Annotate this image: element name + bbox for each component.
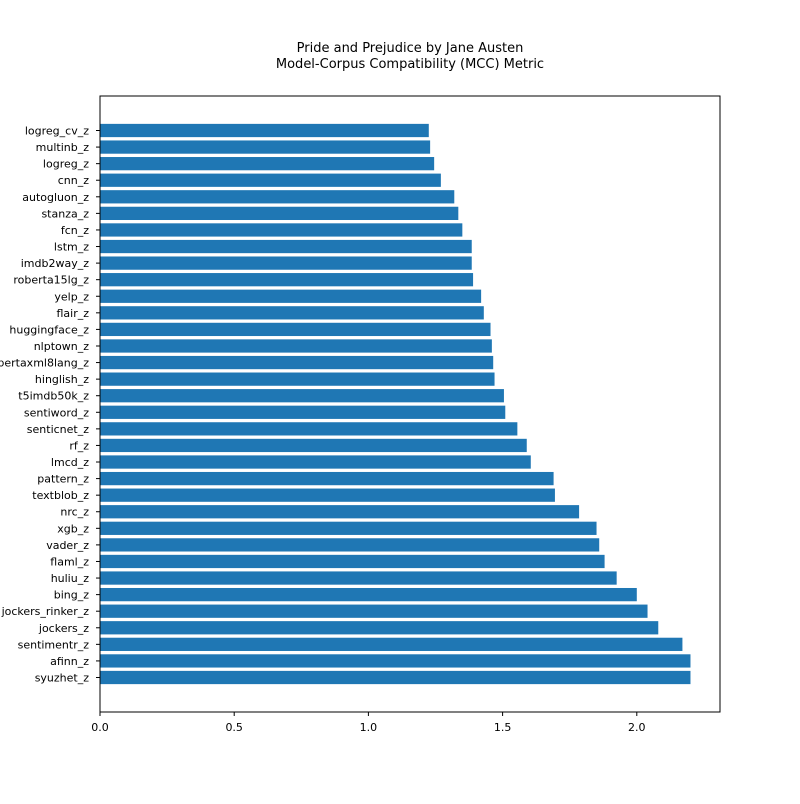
y-tick-label: imdb2way_z	[21, 257, 89, 270]
y-tick-label: nlptown_z	[34, 340, 90, 353]
y-tick-label: logreg_z	[43, 158, 89, 171]
bar-sentimentr_z	[100, 637, 683, 651]
x-tick-label: 0.0	[91, 721, 109, 734]
bar-senticnet_z	[100, 422, 518, 436]
bar-xgb_z	[100, 521, 597, 535]
chart-title: Pride and Prejudice by Jane Austen	[297, 41, 524, 56]
y-tick-label: vader_z	[46, 539, 89, 552]
y-tick-label: pattern_z	[37, 473, 89, 486]
bar-flair_z	[100, 306, 484, 320]
y-tick-label: syuzhet_z	[35, 672, 90, 685]
bar-sentiword_z	[100, 405, 506, 419]
y-tick-label: sentimentr_z	[18, 638, 90, 651]
y-tick-label: xgb_z	[57, 522, 89, 535]
bars-layer	[100, 123, 691, 685]
y-tick-label: hinglish_z	[35, 373, 89, 386]
y-tick-label: logreg_cv_z	[25, 125, 89, 138]
y-tick-label: huliu_z	[51, 572, 90, 585]
y-tick-label: roberta15lg_z	[13, 274, 89, 287]
y-tick-label: robertaxml8lang_z	[0, 357, 89, 370]
bar-logreg_z	[100, 157, 435, 171]
bar-imdb2way_z	[100, 256, 472, 270]
y-tick-label: huggingface_z	[9, 323, 89, 336]
bar-textblob_z	[100, 488, 555, 502]
x-tick-label: 1.5	[494, 721, 512, 734]
bar-lstm_z	[100, 239, 472, 254]
bar-cnn_z	[100, 173, 441, 187]
bar-syuzhet_z	[100, 670, 691, 685]
bar-huggingface_z	[100, 322, 491, 337]
x-tick-label: 1.0	[360, 721, 378, 734]
y-tick-label: lstm_z	[54, 241, 89, 254]
bar-fcn_z	[100, 223, 463, 237]
bar-nrc_z	[100, 505, 580, 519]
y-tick-label: afinn_z	[50, 655, 89, 668]
y-tick-label: jockers_z	[38, 622, 89, 635]
y-tick-label: fcn_z	[61, 224, 89, 237]
bar-yelp_z	[100, 289, 482, 303]
bar-multinb_z	[100, 140, 431, 154]
bar-pattern_z	[100, 471, 554, 486]
y-tick-label: flair_z	[56, 307, 89, 320]
y-tick-label: lmcd_z	[51, 456, 89, 469]
y-tick-label: senticnet_z	[27, 423, 89, 436]
x-axis: 0.0 0.5 1.0 1.5 2.0	[91, 712, 646, 734]
y-tick-label: sentiword_z	[24, 406, 89, 419]
bar-afinn_z	[100, 654, 691, 668]
y-tick-label: t5imdb50k_z	[18, 390, 89, 403]
bar-vader_z	[100, 538, 600, 552]
bar-lmcd_z	[100, 455, 531, 469]
y-tick-label: multinb_z	[36, 141, 90, 154]
bar-roberta15lg_z	[100, 273, 474, 287]
bar-t5imdb50k_z	[100, 389, 504, 403]
bar-robertaxml8lang_z	[100, 355, 494, 370]
plot-frame	[99, 95, 721, 713]
bar-jockers_z	[100, 621, 659, 635]
x-tick-label: 0.5	[225, 721, 243, 734]
y-tick-label: flaml_z	[50, 555, 89, 568]
bar-jockers_rinker_z	[100, 604, 648, 618]
y-tick-label: cnn_z	[58, 174, 89, 187]
x-tick-label: 2.0	[628, 721, 646, 734]
y-tick-label: jockers_rinker_z	[1, 605, 90, 618]
y-tick-label: rf_z	[69, 439, 89, 452]
y-tick-label: stanza_z	[41, 207, 89, 220]
chart-subtitle: Model-Corpus Compatibility (MCC) Metric	[276, 57, 544, 72]
bar-nlptown_z	[100, 339, 492, 353]
y-tick-label: nrc_z	[60, 506, 89, 519]
y-tick-label: autogluon_z	[22, 191, 89, 204]
bar-rf_z	[100, 438, 527, 453]
bar-huliu_z	[100, 571, 617, 585]
bar-autogluon_z	[100, 190, 455, 204]
bar-hinglish_z	[100, 372, 495, 386]
y-axis: syuzhet_z afinn_z sentimentr_z jockers_z joc…	[0, 125, 100, 685]
bar-bing_z	[100, 587, 637, 602]
bar-flaml_z	[100, 554, 605, 569]
bar-stanza_z	[100, 206, 459, 221]
y-tick-label: bing_z	[54, 589, 89, 602]
y-tick-label: textblob_z	[32, 489, 89, 502]
bar-logreg_cv_z	[100, 123, 429, 138]
y-tick-label: yelp_z	[54, 290, 89, 303]
